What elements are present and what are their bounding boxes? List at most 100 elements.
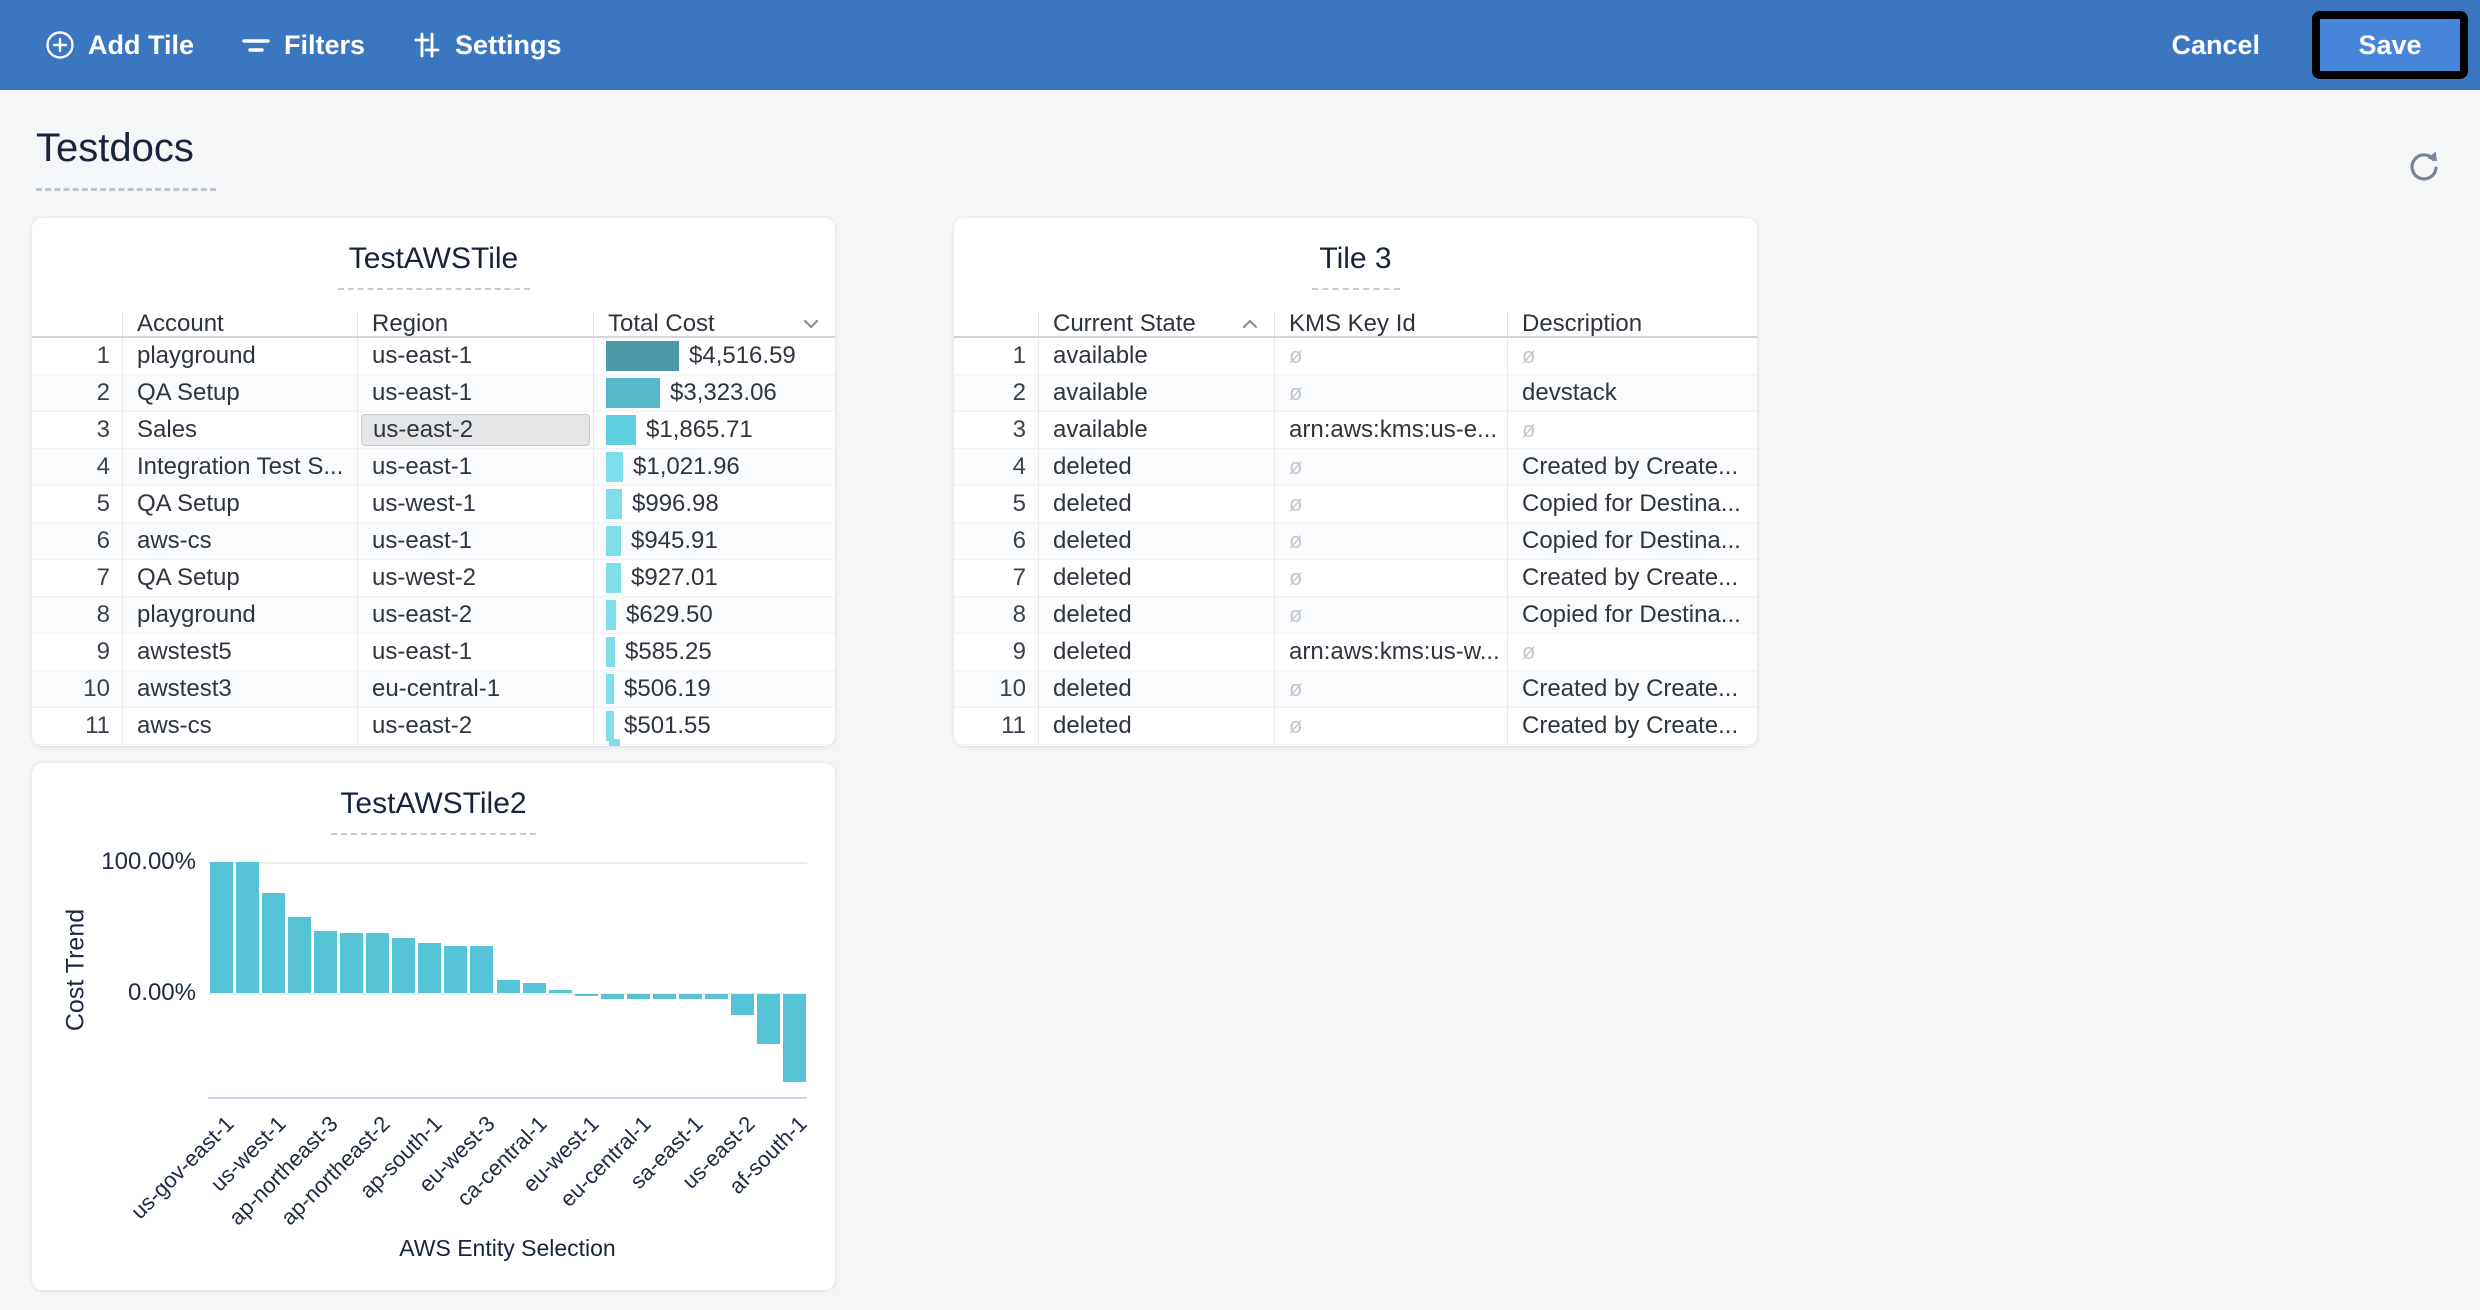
null-cell[interactable]: ø (1507, 412, 1757, 448)
null-cell[interactable]: ø (1274, 523, 1507, 559)
chart-bar[interactable] (574, 994, 598, 996)
chart-bar[interactable] (678, 994, 702, 1000)
null-cell[interactable]: ø (1274, 449, 1507, 485)
state-cell[interactable]: available (1038, 375, 1274, 411)
account-cell[interactable]: awstest5 (122, 634, 357, 670)
chart-bar[interactable] (366, 932, 390, 993)
region-cell[interactable]: us-east-1 (357, 338, 593, 374)
total-cost-cell[interactable]: $506.19 (593, 671, 835, 707)
account-cell[interactable]: aws-cs (122, 523, 357, 559)
tile-title[interactable]: TestAWSTile2 (340, 787, 527, 820)
chart-bar[interactable] (288, 917, 312, 993)
chart-bar[interactable] (444, 945, 468, 993)
desc-cell[interactable]: Created by Create... (1507, 449, 1757, 485)
chart-bar[interactable] (522, 982, 546, 993)
chart-bar[interactable] (783, 994, 806, 1082)
refresh-icon[interactable] (2404, 146, 2444, 186)
chart-bar[interactable] (626, 994, 650, 1000)
add-tile-button[interactable]: Add Tile (44, 29, 194, 61)
account-cell[interactable]: awstest3 (122, 671, 357, 707)
state-cell[interactable]: deleted (1038, 634, 1274, 670)
state-cell[interactable]: deleted (1038, 597, 1274, 633)
region-cell[interactable]: us-east-1 (357, 523, 593, 559)
null-cell[interactable]: ø (1274, 486, 1507, 522)
state-cell[interactable]: available (1038, 412, 1274, 448)
column-header-kms-key-id[interactable]: KMS Key Id (1274, 312, 1507, 336)
state-cell[interactable]: available (1038, 338, 1274, 374)
save-button[interactable]: Save (2320, 19, 2460, 71)
account-cell[interactable]: QA Setup (122, 560, 357, 596)
region-cell[interactable]: us-east-2 (357, 708, 593, 744)
total-cost-cell[interactable]: $4,516.59 (593, 338, 835, 374)
state-cell[interactable]: deleted (1038, 486, 1274, 522)
null-cell[interactable]: ø (1274, 708, 1507, 744)
state-cell[interactable]: deleted (1038, 449, 1274, 485)
total-cost-cell[interactable]: $629.50 (593, 597, 835, 633)
null-cell[interactable]: ø (1274, 597, 1507, 633)
null-cell[interactable]: ø (1507, 634, 1757, 670)
total-cost-cell[interactable]: $3,323.06 (593, 375, 835, 411)
account-cell[interactable]: aws-cs (122, 708, 357, 744)
tile-title[interactable]: TestAWSTile (348, 242, 519, 275)
chart-bar[interactable] (392, 938, 416, 993)
total-cost-cell[interactable]: $501.55 (593, 708, 835, 744)
state-cell[interactable]: deleted (1038, 523, 1274, 559)
desc-cell[interactable]: devstack (1507, 375, 1757, 411)
chart-bar[interactable] (470, 945, 494, 993)
region-cell[interactable]: us-east-2 (357, 597, 593, 633)
chart-bar[interactable] (418, 943, 442, 993)
account-cell[interactable]: QA Setup (122, 375, 357, 411)
account-cell[interactable]: QA Setup (122, 486, 357, 522)
kms-cell[interactable]: arn:aws:kms:us-w... (1274, 634, 1507, 670)
desc-cell[interactable]: Copied for Destina... (1507, 523, 1757, 559)
chart-bar[interactable] (756, 994, 780, 1044)
desc-cell[interactable]: Created by Create... (1507, 560, 1757, 596)
desc-cell[interactable]: Created by Create... (1507, 708, 1757, 744)
column-header-region[interactable]: Region (357, 312, 593, 336)
region-cell[interactable]: us-west-2 (357, 560, 593, 596)
tile-title[interactable]: Tile 3 (1319, 242, 1392, 275)
column-header-description[interactable]: Description (1507, 312, 1757, 336)
chart-bar[interactable] (496, 979, 520, 993)
account-cell[interactable]: playground (122, 338, 357, 374)
column-header-current-state[interactable]: Current State (1038, 312, 1274, 336)
filters-button[interactable]: Filters (240, 29, 365, 61)
region-cell[interactable]: eu-central-1 (357, 671, 593, 707)
total-cost-cell[interactable]: $1,021.96 (593, 449, 835, 485)
state-cell[interactable]: deleted (1038, 560, 1274, 596)
chart-bar[interactable] (652, 994, 676, 1000)
desc-cell[interactable]: Created by Create... (1507, 671, 1757, 707)
chart-bar[interactable] (600, 994, 624, 1000)
total-cost-cell[interactable]: $996.98 (593, 486, 835, 522)
settings-button[interactable]: Settings (411, 29, 562, 61)
region-cell[interactable]: us-east-1 (357, 375, 593, 411)
chart-bar[interactable] (730, 994, 754, 1015)
null-cell[interactable]: ø (1274, 671, 1507, 707)
chart-bar[interactable] (704, 994, 728, 1000)
state-cell[interactable]: deleted (1038, 708, 1274, 744)
account-cell[interactable]: Integration Test S... (122, 449, 357, 485)
dashboard-title[interactable]: Testdocs (36, 126, 194, 170)
region-cell[interactable]: us-west-1 (357, 486, 593, 522)
total-cost-cell[interactable]: $945.91 (593, 523, 835, 559)
account-cell[interactable]: Sales (122, 412, 357, 448)
chart-bar[interactable] (210, 862, 233, 993)
column-header-account[interactable]: Account (122, 312, 357, 336)
desc-cell[interactable]: Copied for Destina... (1507, 597, 1757, 633)
total-cost-cell[interactable]: $1,865.71 (593, 412, 835, 448)
account-cell[interactable]: playground (122, 597, 357, 633)
chart-bar[interactable] (236, 862, 259, 993)
total-cost-cell[interactable]: $585.25 (593, 634, 835, 670)
region-cell[interactable]: us-east-1 (357, 634, 593, 670)
desc-cell[interactable]: Copied for Destina... (1507, 486, 1757, 522)
null-cell[interactable]: ø (1274, 375, 1507, 411)
chart-bar[interactable] (262, 893, 286, 993)
column-header-total-cost[interactable]: Total Cost (593, 312, 835, 336)
null-cell[interactable]: ø (1507, 338, 1757, 374)
null-cell[interactable]: ø (1274, 560, 1507, 596)
cancel-button[interactable]: Cancel (2171, 29, 2260, 60)
region-cell-highlighted[interactable]: us-east-2 (357, 412, 593, 448)
total-cost-cell[interactable]: $927.01 (593, 560, 835, 596)
null-cell[interactable]: ø (1274, 338, 1507, 374)
chart-bar[interactable] (314, 931, 338, 993)
